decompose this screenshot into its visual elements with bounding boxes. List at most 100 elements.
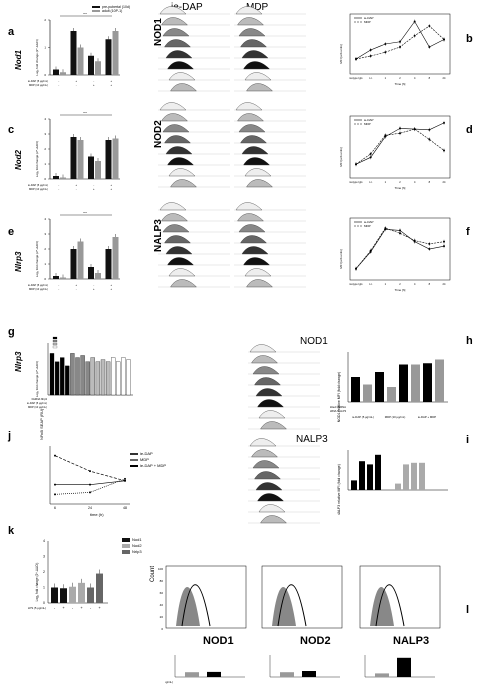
bottom-ytick-80: 80 [160, 579, 164, 583]
bar-s0-0 [53, 176, 59, 179]
bar-4 [70, 353, 75, 396]
y-tick-label: 3 [44, 132, 46, 136]
bottom-isotype-nod1 [176, 587, 200, 626]
y-tick-label: 4 [44, 117, 46, 121]
sign: + [110, 287, 112, 291]
nod2-mdp-trace-4 [241, 146, 269, 155]
x-tick-label: 2 [399, 180, 401, 184]
bar-12 [111, 357, 116, 396]
bar-1 [54, 361, 60, 396]
bar-4 [399, 364, 408, 402]
bar-3 [375, 454, 381, 490]
nalp3-iedap-trace-4 [165, 246, 193, 255]
bar-13 [116, 361, 121, 396]
nalp3-iedap-trace-0 [159, 202, 187, 211]
row-label-0: DsRNA Nlrp3 [32, 397, 48, 401]
x-axis-title: Time [h] [395, 186, 406, 190]
y-tick-label: 0 [44, 277, 46, 281]
y-tick-label: 1 [44, 162, 46, 166]
i-hist-trace-2 [252, 460, 280, 469]
series-line-MDP [54, 478, 126, 495]
sign: - [76, 287, 77, 291]
bar-8 [90, 357, 95, 396]
bar-s1-3 [112, 237, 119, 279]
y-axis-title: Log₂ fold change (2^-ΔΔCt) [35, 241, 39, 277]
bottom-ytick-20: 20 [160, 615, 164, 619]
nod2-iedap-trace-3 [164, 135, 191, 144]
legend-label-ie-DAP: ie-DAP [364, 220, 374, 224]
panel-label-j: j [8, 430, 12, 442]
nod1-iedap-trace-5 [167, 61, 194, 70]
nod1-mdp-trace-4 [241, 50, 269, 59]
panel-label-d: d [466, 124, 473, 136]
bar-0 [351, 480, 357, 490]
plot-frame [349, 115, 451, 179]
legend-swatch [52, 336, 58, 340]
point-MDP-0 [54, 493, 56, 496]
sign: + [110, 187, 112, 191]
bar-pre-pubertal-10d--1 [70, 31, 77, 75]
bottom-lps-nod2 [277, 584, 307, 627]
row-label-mdp: MDP (10 μg/mL) [29, 187, 48, 191]
sign: - [58, 287, 59, 291]
y-tick-label: 3 [44, 232, 46, 236]
x-tick-sign: - [90, 605, 92, 610]
nalp3-mdp-trace-6 [244, 268, 272, 277]
bar-14 [121, 357, 126, 396]
row-label-mdp: MDP (10 μg/mL) [29, 83, 48, 87]
nod2-mdp-trace-6 [244, 168, 272, 177]
series-line-ie-DAP [355, 122, 445, 165]
l-bar-2-0 [375, 673, 389, 677]
sign: - [58, 183, 59, 187]
panel-label-i: i [466, 434, 470, 446]
l-row-label: LPS (5 μg/mL) [165, 680, 173, 684]
nod2-mdp-trace-3 [240, 135, 267, 144]
bar-adult-10P-1--2 [95, 61, 101, 75]
series-line-MDP [355, 25, 445, 60]
x-tick-label: 2 [399, 282, 401, 286]
legend-j-item-3: ie-DAP + MDP [130, 463, 166, 469]
nod1-iedap-trace-0 [159, 6, 187, 15]
bar-3 [387, 387, 396, 402]
sign: + [110, 183, 112, 187]
bottom-isotype-nod2 [272, 587, 296, 626]
bar-pre-pubertal-10d--2 [88, 55, 94, 75]
nalp3-mdp-trace-7 [246, 279, 273, 288]
nod2-mdp-trace-2 [238, 124, 266, 133]
legend-j-item-1: ie-DAP [130, 451, 166, 457]
bar-adult-10P-1--3 [112, 31, 119, 75]
bar-s1-2 [95, 273, 101, 279]
y-tick-label: 3 [43, 555, 45, 559]
bottom-label-nod1: NOD1 [203, 635, 234, 647]
nod2-iedap-trace-0 [159, 102, 187, 111]
i-hist-trace-4 [255, 482, 283, 491]
legend-a: pre-pubertal (10d) adult (10P-1) [92, 5, 130, 13]
x-tick-label: n.t. [369, 76, 373, 80]
h-hist-trace-6 [258, 410, 286, 419]
sign: + [110, 79, 112, 83]
x-tick-label: 2 [399, 76, 401, 80]
nod1-mdp-trace-2 [238, 28, 266, 37]
chart-j: 6 24 48 [49, 446, 130, 510]
i-hist-trace-5 [257, 493, 284, 502]
legend-swatch [52, 339, 58, 343]
bar-3 [78, 582, 85, 603]
y-axis-title: Log₂ fold change (2^-ΔΔCt) [35, 39, 39, 75]
y-axis-title: MFI [arb.units] [339, 147, 343, 166]
bar-0 [49, 353, 55, 396]
nod2-iedap-trace-2 [162, 124, 190, 133]
bar-s1-0 [60, 277, 66, 279]
header-nod1: NOD1 [300, 336, 328, 347]
row-label-lps: LPS (5 μg/mL) [28, 606, 46, 610]
bar-6 [411, 462, 417, 490]
y-axis-title: Log₂ fold change (2^-ΔΔCt) [35, 361, 39, 397]
legend-label-ie-DAP: ie-DAP [364, 118, 374, 122]
legend-label-MDP: MDP [364, 122, 371, 126]
bar-1 [359, 461, 365, 490]
x-tick-sign: - [72, 605, 74, 610]
bar-2 [367, 464, 373, 490]
y-axis-title: NALP3 relative MFI (fold change) [337, 464, 341, 515]
group-label-0: ie-DAP (5 μg/mL) [352, 415, 374, 419]
